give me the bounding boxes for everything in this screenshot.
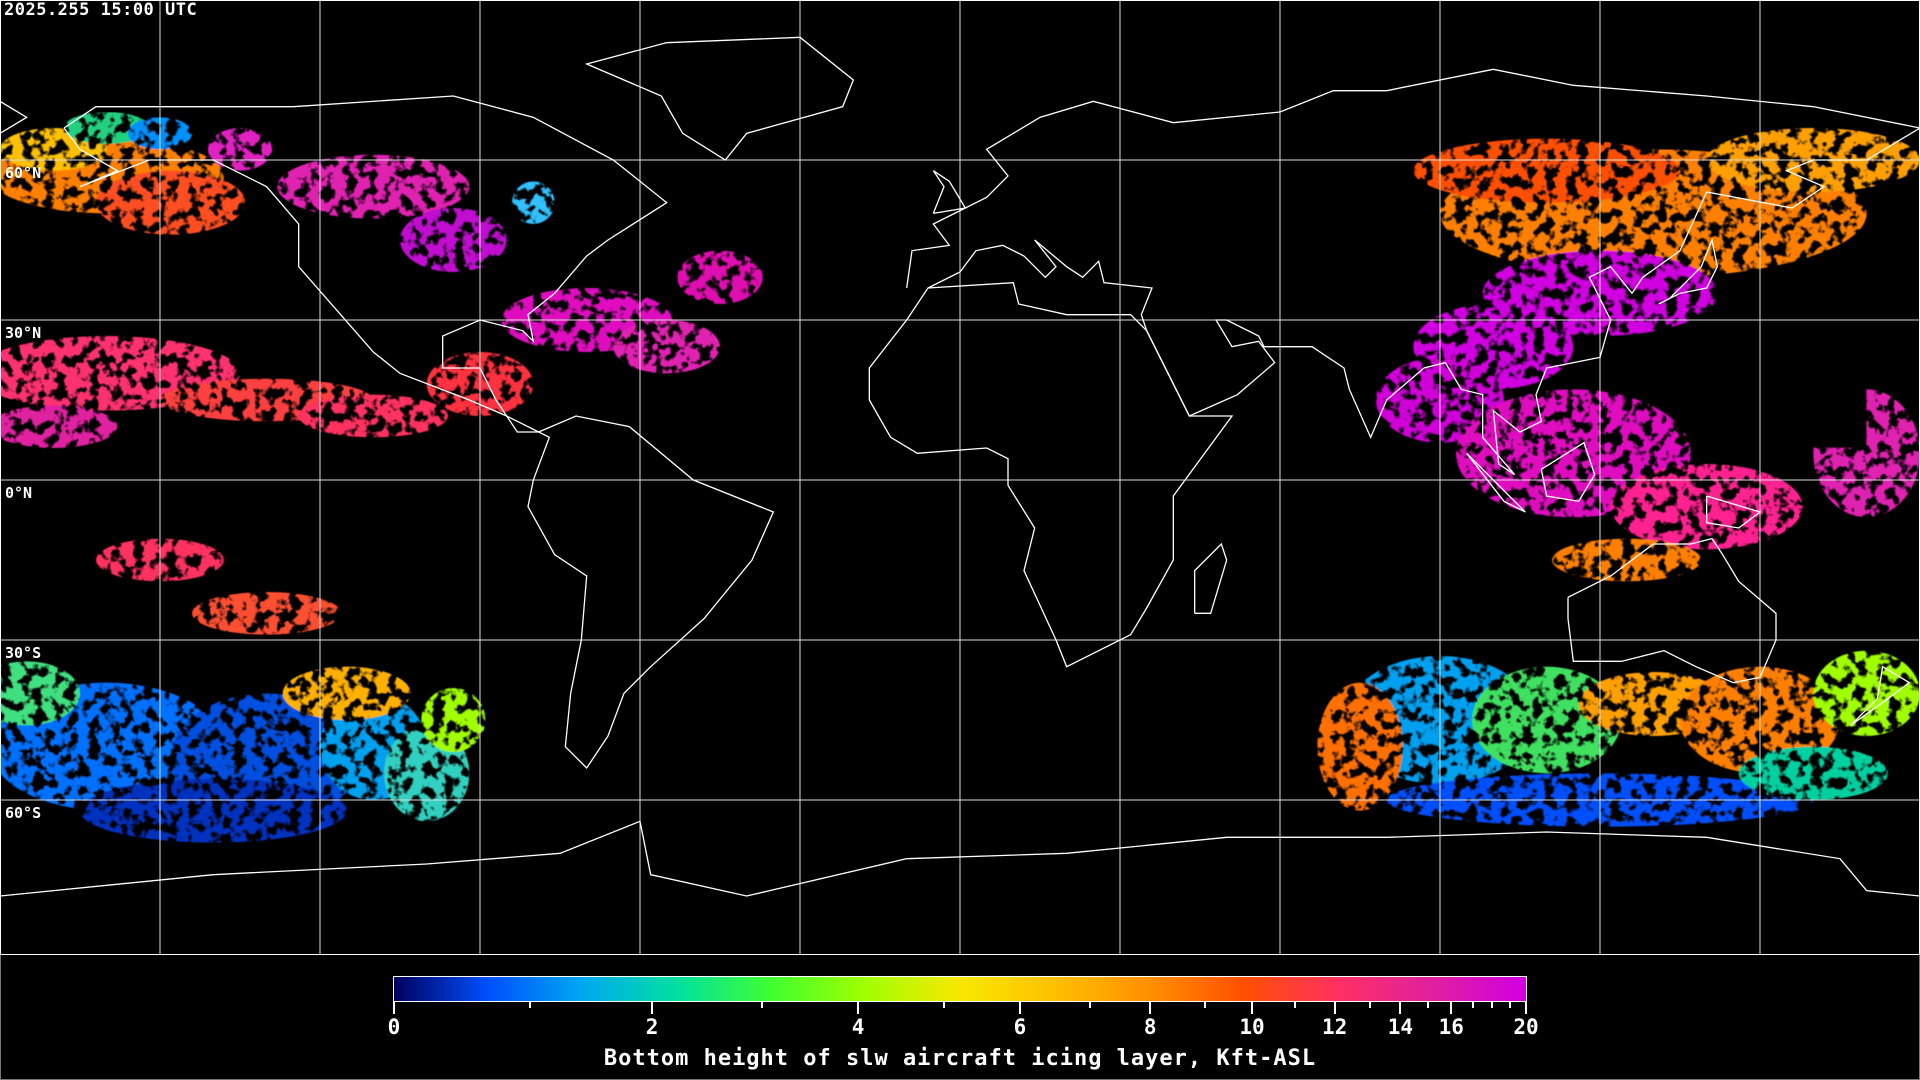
cloud-region (400, 208, 507, 272)
cloud-region (63, 112, 150, 144)
coastline (0, 820, 1920, 897)
major-tick (1251, 1002, 1254, 1014)
coastline (0, 100, 28, 134)
cloud-region (1738, 746, 1889, 800)
tick-label: 12 (1322, 1015, 1348, 1039)
tick-label: 0 (387, 1015, 401, 1039)
major-tick (1149, 1002, 1152, 1014)
tick-label: 6 (1013, 1015, 1027, 1039)
minor-tick (1426, 1002, 1429, 1008)
cloud-region (1813, 650, 1920, 736)
lat-label-0n: 0°N (5, 484, 33, 502)
coastline (1706, 495, 1762, 529)
cloud-region (1317, 682, 1403, 811)
minor-tick (943, 1002, 946, 1008)
world-map (0, 0, 1920, 955)
major-tick (1399, 1002, 1402, 1014)
tick-label: 14 (1387, 1015, 1413, 1039)
coastline (63, 95, 668, 433)
minor-tick (1509, 1002, 1512, 1008)
lat-label-60n: 60°N (5, 164, 42, 182)
major-tick (857, 1002, 860, 1014)
cloud-region (1552, 538, 1702, 582)
icing-layer-field (0, 112, 1920, 843)
minor-tick (1203, 1002, 1206, 1008)
cloud-region (208, 127, 272, 171)
tick-label: 8 (1143, 1015, 1157, 1039)
tick-label: 2 (645, 1015, 659, 1039)
cloud-region (0, 661, 80, 726)
coastline (527, 415, 775, 770)
tick-label: 20 (1513, 1015, 1539, 1039)
cloud-region (677, 250, 763, 304)
minor-tick (528, 1002, 531, 1008)
tick-label: 4 (851, 1015, 865, 1039)
tick-label: 16 (1438, 1015, 1464, 1039)
cloud-region (192, 592, 342, 635)
cloud-region (1413, 138, 1680, 203)
lat-label-30s: 30°S (5, 644, 42, 662)
tick-label: 10 (1239, 1015, 1265, 1039)
cloud-region (298, 394, 448, 438)
cloud-region (613, 320, 721, 374)
minor-tick (1368, 1002, 1371, 1008)
coastline (1540, 441, 1596, 503)
coastline (932, 170, 967, 214)
colorbar-title: Bottom height of slw aircraft icing laye… (603, 1046, 1317, 1071)
cloud-region (0, 405, 118, 448)
minor-tick (1471, 1002, 1474, 1008)
coastline (1850, 665, 1911, 726)
minor-tick (760, 1002, 763, 1008)
major-tick (1450, 1002, 1453, 1014)
lat-label-30n: 30°N (5, 324, 42, 342)
colorbar-ticks: 0 2 4 6 8 10 12 14 16 20 (388, 1002, 1539, 1052)
minor-tick (1294, 1002, 1297, 1008)
major-tick (393, 1002, 395, 1014)
cloud-region (80, 778, 347, 843)
coastline (1567, 537, 1777, 684)
major-tick (651, 1002, 654, 1014)
major-tick (1525, 1002, 1527, 1014)
coastline (584, 36, 855, 161)
cloud-region (282, 666, 411, 720)
coastline (1194, 542, 1228, 614)
coastline (906, 68, 1920, 476)
cloud-region (511, 181, 555, 225)
minor-tick (1089, 1002, 1092, 1008)
coastline (868, 281, 1234, 668)
graticule (0, 0, 1920, 954)
coastline (1658, 237, 1719, 305)
coastline (1466, 452, 1526, 513)
minor-tick (1491, 1002, 1494, 1008)
cloud-region (277, 154, 470, 219)
colorbar (393, 976, 1527, 1002)
timestamp: 2025.255 15:00 UTC (4, 0, 198, 20)
cloud-region (421, 688, 486, 752)
lat-label-60s: 60°S (5, 804, 42, 822)
no-data-region (1728, 373, 1867, 448)
major-tick (1333, 1002, 1336, 1014)
coastlines (0, 36, 1920, 897)
cloud-region (96, 170, 246, 235)
major-tick (1018, 1002, 1021, 1014)
